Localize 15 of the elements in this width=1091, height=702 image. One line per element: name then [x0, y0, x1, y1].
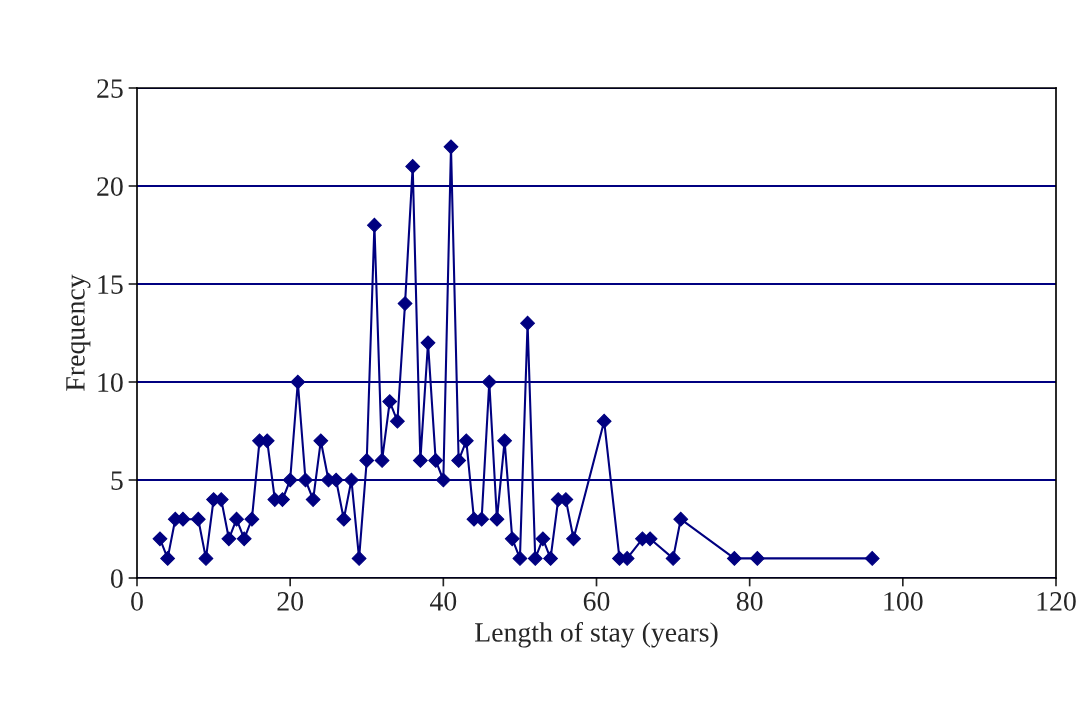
x-tick-label: 40 [429, 592, 457, 611]
x-tick-label: 60 [583, 592, 610, 611]
x-tick-label: 120 [1037, 592, 1076, 611]
y-tick-label: 5 [111, 471, 123, 490]
y-tick-label: 15 [98, 275, 123, 294]
x-tick-label: 20 [277, 592, 303, 611]
x-tick-label: 80 [736, 592, 763, 611]
y-tick-label: 0 [110, 569, 123, 588]
x-tick-label: 100 [884, 592, 923, 611]
y-tick-label: 20 [97, 177, 123, 196]
x-tick-label: 0 [131, 592, 143, 611]
y-axis-title: Frequency [66, 274, 91, 391]
x-axis-title: Length of stay (years) [475, 621, 718, 648]
y-tick-label: 10 [98, 373, 123, 392]
y-tick-label: 25 [97, 79, 123, 98]
